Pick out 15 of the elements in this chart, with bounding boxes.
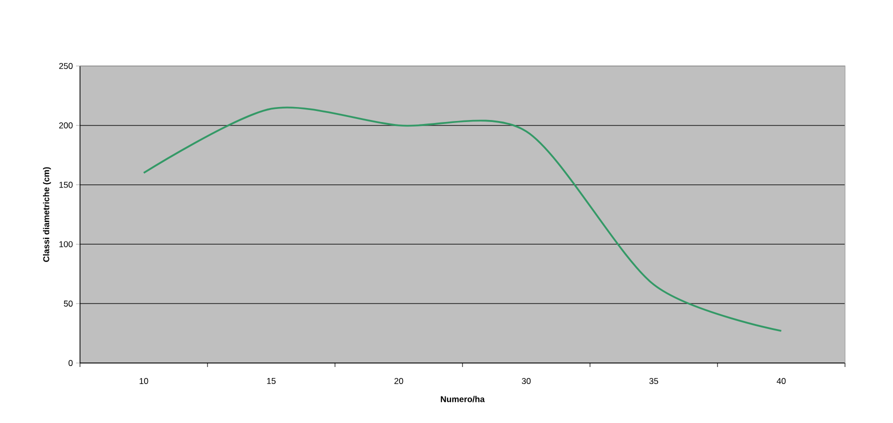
y-tick-label: 0 — [68, 360, 73, 366]
y-tick-label: 50 — [64, 300, 73, 307]
y-axis-title: Classi diametriche (cm) — [42, 167, 51, 262]
x-tick-label: 10 — [140, 378, 148, 384]
x-tick-label: 35 — [649, 378, 658, 384]
x-axis-title: Numero/ha — [440, 396, 485, 402]
y-tick-label: 200 — [59, 122, 73, 128]
x-tick-label: 40 — [776, 378, 786, 384]
y-tick-label: 150 — [59, 182, 73, 188]
y-tick-label: 100 — [59, 241, 73, 248]
x-tick-label: 20 — [394, 378, 404, 384]
x-tick-label: 15 — [267, 378, 276, 384]
line-series — [142, 106, 782, 332]
y-tick-label: 250 — [59, 62, 73, 70]
x-tick-label: 30 — [522, 378, 531, 384]
